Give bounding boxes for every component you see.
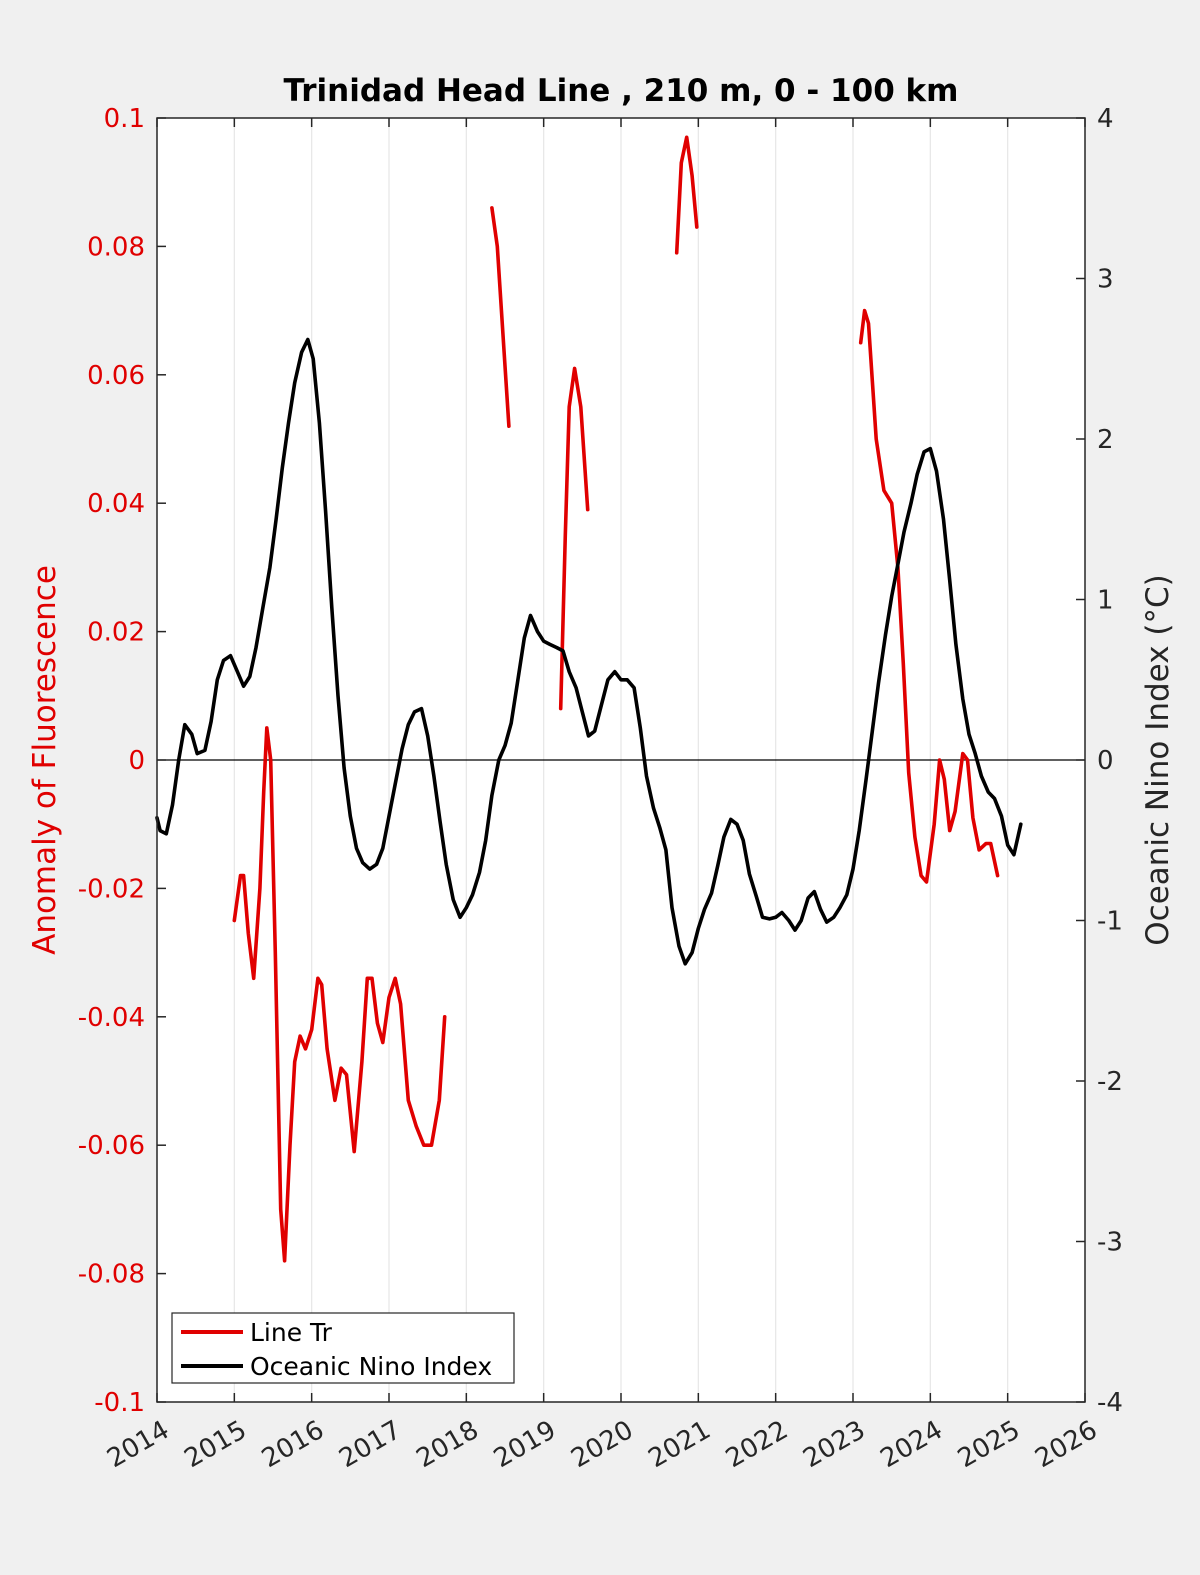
legend-box (171, 1312, 515, 1384)
series-group (155, 135, 1023, 1263)
series-line-tr-segment-3 (674, 135, 699, 255)
y-left-tick-label: -0.08 (78, 1260, 145, 1290)
series-oceanic-nino-index-segment-0 (155, 337, 1023, 966)
y-left-tick-label: 0.1 (104, 104, 145, 134)
series-line-tr-segment-1 (490, 206, 511, 429)
y-right-axis-label: Oceanic Nino Index (°C) (1140, 574, 1176, 945)
legend: Line Tr Oceanic Nino Index (171, 1312, 515, 1384)
y-right-tick-label: -1 (1097, 907, 1123, 937)
y-right-tick-label: -2 (1097, 1067, 1123, 1097)
y-left-tick-label: 0 (128, 746, 145, 776)
y-left-axis-label: Anomaly of Fluorescence (27, 565, 63, 955)
series-line-tr-segment-4 (858, 308, 1000, 884)
y-left-tick-label: 0.06 (87, 361, 145, 391)
y-right-tick-label: 2 (1097, 425, 1114, 455)
y-left-tick-label: -0.02 (78, 874, 145, 904)
legend-label-oceanic-nino-index: Oceanic Nino Index (250, 1352, 492, 1381)
y-right-tick-label: 1 (1097, 586, 1114, 616)
y-left-tick-label: -0.1 (94, 1388, 145, 1418)
y-right-tick-label: 4 (1097, 104, 1114, 134)
y-right-tick-label: 3 (1097, 265, 1114, 295)
axis-ticks (156, 117, 1086, 1403)
y-right-tick-label: -4 (1097, 1388, 1123, 1418)
chart-title: Trinidad Head Line , 210 m, 0 - 100 km (284, 73, 959, 109)
y-left-tick-label: -0.04 (78, 1003, 145, 1033)
y-left-tick-label: 0.04 (87, 489, 145, 519)
legend-label-line-tr: Line Tr (250, 1318, 333, 1347)
y-right-tick-label: -3 (1097, 1228, 1123, 1258)
y-left-tick-label: -0.06 (78, 1131, 145, 1161)
y-left-tick-label: 0.08 (87, 232, 145, 262)
series-line-tr-segment-0 (232, 726, 447, 1263)
y-left-tick-label: 0.02 (87, 618, 145, 648)
series-line-tr-segment-2 (558, 366, 590, 711)
y-right-tick-label: 0 (1097, 746, 1114, 776)
